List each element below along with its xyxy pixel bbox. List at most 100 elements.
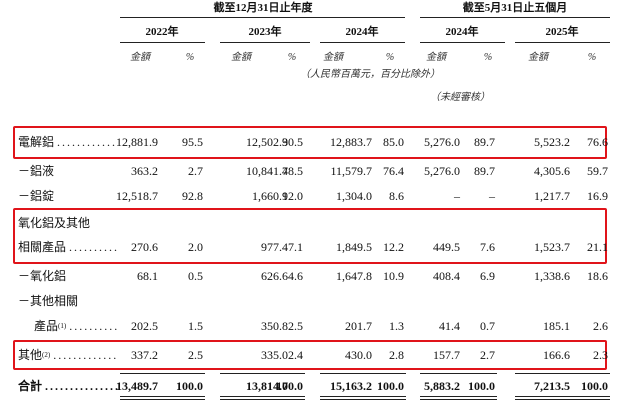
cell-value: 2.3 bbox=[593, 348, 608, 362]
column-label: % bbox=[385, 52, 395, 63]
row-label-text: 其他 bbox=[18, 348, 43, 362]
cell-value: 10,841.4 bbox=[246, 164, 288, 178]
cell-value: 18.6 bbox=[587, 269, 608, 283]
leader-dots: ........................................ bbox=[45, 379, 118, 393]
cell-value: 4.6 bbox=[288, 269, 303, 283]
cell-value: 2.4 bbox=[288, 348, 303, 362]
column-label: % bbox=[587, 52, 597, 63]
cell-value: 5,276.0 bbox=[424, 164, 460, 178]
cell-value: 92.8 bbox=[182, 189, 203, 203]
total-rule bbox=[420, 399, 497, 400]
cell-value: 5,883.2 bbox=[424, 379, 460, 393]
cell-value: 11,579.7 bbox=[330, 164, 372, 178]
cell-value: 100.0 bbox=[377, 379, 404, 393]
column-label: 金額 bbox=[426, 52, 446, 63]
row-label: 相關產品....................................… bbox=[18, 240, 118, 254]
cell-value: 1,647.8 bbox=[336, 269, 372, 283]
cell-value: 16.9 bbox=[587, 189, 608, 203]
total-rule bbox=[320, 396, 406, 397]
cell-value: 76.4 bbox=[383, 164, 404, 178]
cell-value: 2.8 bbox=[389, 348, 404, 362]
cell-value: 185.1 bbox=[543, 319, 570, 333]
cell-value: 5,523.2 bbox=[534, 135, 570, 149]
cell-value: 89.7 bbox=[474, 164, 495, 178]
total-rule bbox=[420, 396, 497, 397]
row-label: 氧化鋁及其他 bbox=[18, 216, 118, 230]
total-rule bbox=[420, 373, 497, 374]
cell-value: 100.0 bbox=[468, 379, 495, 393]
column-label: 金額 bbox=[323, 52, 343, 63]
leader-dots: ........................................ bbox=[53, 348, 118, 362]
year-rule bbox=[220, 42, 310, 43]
cell-value: 12.0 bbox=[282, 189, 303, 203]
cell-value: 1,660.9 bbox=[252, 189, 288, 203]
cell-value: 41.4 bbox=[439, 319, 460, 333]
cell-value: 2.7 bbox=[188, 164, 203, 178]
cell-value: 1,523.7 bbox=[534, 240, 570, 254]
cell-value: 12.2 bbox=[383, 240, 404, 254]
cell-value: 95.5 bbox=[182, 135, 203, 149]
cell-value: 90.5 bbox=[282, 135, 303, 149]
column-label: % bbox=[287, 52, 297, 63]
period-header: 截至5月31日止五個月 bbox=[462, 2, 568, 14]
cell-value: 2.5 bbox=[188, 348, 203, 362]
cell-value: 12,502.3 bbox=[246, 135, 288, 149]
cell-value: 13,814.7 bbox=[246, 379, 288, 393]
total-rule bbox=[515, 399, 610, 400]
cell-value: 78.5 bbox=[282, 164, 303, 178]
cell-value: 1,304.0 bbox=[336, 189, 372, 203]
footnote-ref: (2) bbox=[42, 351, 51, 359]
column-label: % bbox=[185, 52, 195, 63]
cell-value: 7.6 bbox=[480, 240, 495, 254]
unit-note: （人民幣百萬元，百分比除外） bbox=[300, 69, 440, 80]
cell-value: 430.0 bbox=[345, 348, 372, 362]
highlight-box bbox=[13, 340, 607, 370]
cell-value: 10.9 bbox=[383, 269, 404, 283]
header-rule bbox=[420, 17, 610, 18]
total-rule bbox=[515, 373, 610, 374]
total-rule bbox=[515, 396, 610, 397]
cell-value: 1.5 bbox=[188, 319, 203, 333]
cell-value: 337.2 bbox=[131, 348, 158, 362]
cell-value: 408.4 bbox=[433, 269, 460, 283]
total-rule bbox=[120, 396, 205, 397]
cell-value: 1.3 bbox=[389, 319, 404, 333]
column-label: 金額 bbox=[231, 52, 251, 63]
column-label: % bbox=[483, 52, 493, 63]
cell-value: 5,276.0 bbox=[424, 135, 460, 149]
row-label: －鋁液 bbox=[18, 164, 118, 178]
row-label-text: －鋁錠 bbox=[18, 189, 55, 203]
cell-value: 2.6 bbox=[593, 319, 608, 333]
cell-value: 350.8 bbox=[261, 319, 288, 333]
cell-value: 100.0 bbox=[276, 379, 303, 393]
cell-value: 0.7 bbox=[480, 319, 495, 333]
year-rule bbox=[515, 42, 610, 43]
highlight-box bbox=[13, 126, 607, 159]
row-label-text: 氧化鋁及其他 bbox=[18, 216, 91, 230]
total-rule bbox=[220, 373, 305, 374]
year-rule bbox=[320, 42, 405, 43]
cell-value: 15,163.2 bbox=[330, 379, 372, 393]
row-label: －鋁錠 bbox=[18, 189, 118, 203]
year-header: 2024年 bbox=[345, 26, 379, 38]
cell-value: 12,883.7 bbox=[330, 135, 372, 149]
total-rule bbox=[220, 399, 305, 400]
unaudited-note: （未經審核） bbox=[430, 92, 490, 103]
cell-value: 59.7 bbox=[587, 164, 608, 178]
row-label: 其他(2)...................................… bbox=[18, 348, 118, 362]
highlight-box bbox=[13, 208, 607, 264]
cell-value: 1,217.7 bbox=[534, 189, 570, 203]
cell-value: 977.4 bbox=[261, 240, 288, 254]
row-label: －其他相關 bbox=[18, 294, 118, 308]
cell-value: 21.1 bbox=[587, 240, 608, 254]
cell-value: 100.0 bbox=[581, 379, 608, 393]
total-rule bbox=[120, 373, 205, 374]
row-label-text: －鋁液 bbox=[18, 164, 55, 178]
header-rule bbox=[120, 17, 405, 18]
total-rule bbox=[120, 399, 205, 400]
cell-value: 4,305.6 bbox=[534, 164, 570, 178]
year-rule bbox=[120, 42, 205, 43]
cell-value: 2.7 bbox=[480, 348, 495, 362]
cell-value: 270.6 bbox=[131, 240, 158, 254]
